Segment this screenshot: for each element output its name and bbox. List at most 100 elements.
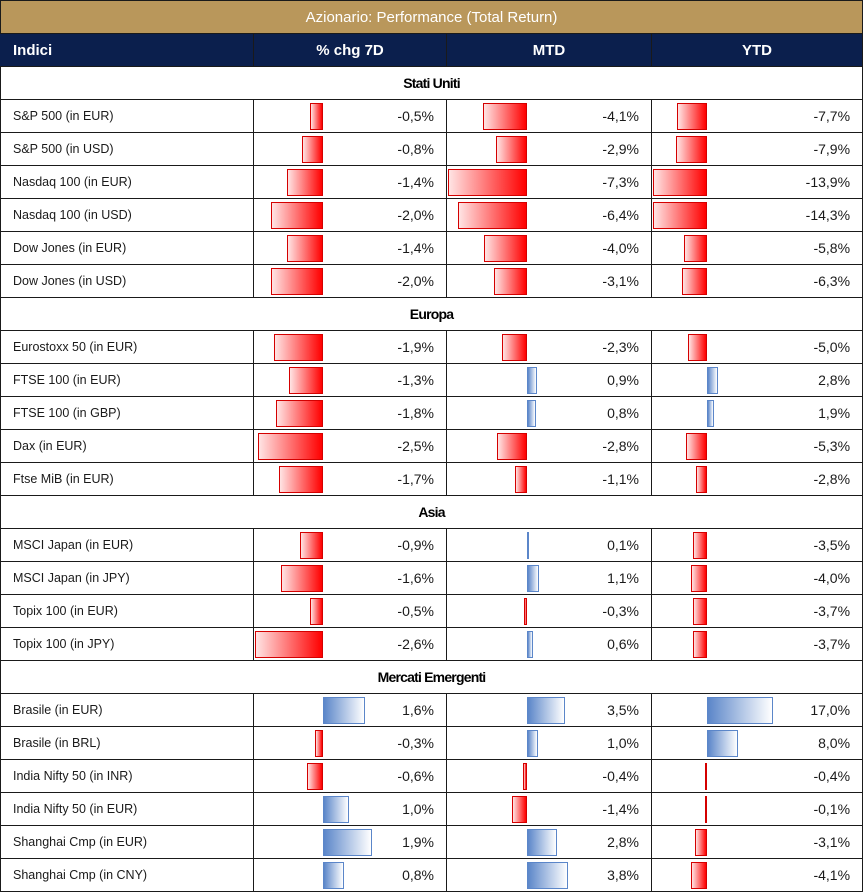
bar-ytd: [692, 598, 707, 625]
cell-mtd: 1,1%: [446, 561, 652, 595]
cell-mtd: -0,3%: [446, 594, 652, 628]
value-d7: -2,0%: [397, 273, 434, 289]
cell-mtd: 0,8%: [446, 396, 652, 430]
index-name: India Nifty 50 (in INR): [0, 759, 254, 793]
cell-ytd: 17,0%: [650, 693, 863, 727]
bar-ytd: [693, 532, 707, 559]
table-row: S&P 500 (in EUR) -0,5% -4,1% -7,7%: [0, 99, 863, 133]
cell-mtd: 0,6%: [446, 627, 652, 661]
index-name: India Nifty 50 (in EUR): [0, 792, 254, 826]
value-d7: -1,9%: [397, 339, 434, 355]
bar-ytd: [682, 268, 707, 295]
value-ytd: -4,0%: [813, 570, 851, 586]
value-mtd: -7,3%: [602, 174, 639, 190]
table-row: Brasile (in BRL) -0,3% 1,0% 8,0%: [0, 726, 863, 760]
bar-ytd: [707, 367, 718, 394]
table-row: Dow Jones (in EUR) -1,4% -4,0% -5,8%: [0, 231, 863, 265]
index-name: Dow Jones (in EUR): [0, 231, 254, 265]
section-row: Asia: [0, 495, 863, 529]
cell-mtd: 3,8%: [446, 858, 652, 892]
column-header-7d: % chg 7D: [253, 33, 447, 67]
value-mtd: -6,4%: [602, 207, 639, 223]
bar-mtd: [527, 565, 539, 592]
cell-d7: -1,9%: [253, 330, 447, 364]
cell-ytd: 8,0%: [650, 726, 863, 760]
bar-d7: [323, 796, 349, 823]
index-name: MSCI Japan (in JPY): [0, 561, 254, 595]
bar-d7: [315, 730, 323, 757]
table-row: Ftse MiB (in EUR) -1,7% -1,1% -2,8%: [0, 462, 863, 496]
bar-d7: [286, 169, 323, 196]
bar-d7: [323, 862, 344, 889]
bar-ytd: [687, 334, 707, 361]
index-name: Nasdaq 100 (in USD): [0, 198, 254, 232]
cell-mtd: -2,8%: [446, 429, 652, 463]
table-row: FTSE 100 (in EUR) -1,3% 0,9% 2,8%: [0, 363, 863, 397]
bar-mtd: [493, 268, 527, 295]
bar-ytd: [691, 565, 707, 592]
cell-mtd: -3,1%: [446, 264, 652, 298]
bar-d7: [258, 433, 323, 460]
bar-mtd: [527, 532, 529, 559]
bar-ytd: [705, 763, 707, 790]
value-d7: -0,3%: [397, 735, 434, 751]
index-name: Shanghai Cmp (in CNY): [0, 858, 254, 892]
table-row: Eurostoxx 50 (in EUR) -1,9% -2,3% -5,0%: [0, 330, 863, 364]
bar-ytd: [653, 202, 707, 229]
value-d7: 1,9%: [402, 834, 434, 850]
value-ytd: -3,5%: [813, 537, 851, 553]
value-d7: -0,6%: [397, 768, 434, 784]
cell-mtd: -4,1%: [446, 99, 652, 133]
value-ytd: -3,7%: [813, 636, 851, 652]
bar-d7: [255, 631, 323, 658]
index-name: Topix 100 (in EUR): [0, 594, 254, 628]
column-header-ytd: YTD: [650, 33, 863, 67]
cell-ytd: -14,3%: [650, 198, 863, 232]
cell-mtd: 0,9%: [446, 363, 652, 397]
value-mtd: -0,4%: [602, 768, 639, 784]
cell-ytd: -0,4%: [650, 759, 863, 793]
index-name: S&P 500 (in USD): [0, 132, 254, 166]
value-ytd: -4,1%: [813, 867, 851, 883]
section-title: Mercati Emergenti: [0, 660, 863, 694]
cell-mtd: -1,4%: [446, 792, 652, 826]
cell-d7: -0,3%: [253, 726, 447, 760]
cell-d7: -0,5%: [253, 594, 447, 628]
bar-mtd: [523, 598, 527, 625]
cell-ytd: -4,0%: [650, 561, 863, 595]
cell-d7: -1,3%: [253, 363, 447, 397]
cell-ytd: -3,1%: [650, 825, 863, 859]
bar-mtd: [527, 697, 565, 724]
section-title: Asia: [0, 495, 863, 529]
table-row: Shanghai Cmp (in CNY) 0,8% 3,8% -4,1%: [0, 858, 863, 892]
bar-d7: [286, 235, 323, 262]
bar-ytd: [696, 466, 707, 493]
value-ytd: 1,9%: [818, 405, 851, 421]
value-d7: -0,8%: [397, 141, 434, 157]
bar-mtd: [527, 862, 569, 889]
value-d7: -1,6%: [397, 570, 434, 586]
index-name: FTSE 100 (in EUR): [0, 363, 254, 397]
value-mtd: 3,5%: [607, 702, 639, 718]
bar-d7: [302, 136, 323, 163]
value-ytd: -7,7%: [813, 108, 851, 124]
section-row: Stati Uniti: [0, 66, 863, 100]
value-d7: -2,5%: [397, 438, 434, 454]
value-ytd: -5,0%: [813, 339, 851, 355]
cell-d7: -0,8%: [253, 132, 447, 166]
bar-ytd: [653, 169, 707, 196]
index-name: Nasdaq 100 (in EUR): [0, 165, 254, 199]
column-header-indici: Indici: [0, 33, 254, 67]
bar-d7: [273, 334, 323, 361]
bar-d7: [310, 598, 323, 625]
bar-mtd: [515, 466, 527, 493]
value-ytd: -3,7%: [813, 603, 851, 619]
cell-d7: -0,5%: [253, 99, 447, 133]
bar-mtd: [527, 829, 558, 856]
cell-mtd: -4,0%: [446, 231, 652, 265]
cell-ytd: -0,1%: [650, 792, 863, 826]
value-ytd: -7,9%: [813, 141, 851, 157]
cell-ytd: -2,8%: [650, 462, 863, 496]
cell-mtd: -7,3%: [446, 165, 652, 199]
cell-ytd: 2,8%: [650, 363, 863, 397]
